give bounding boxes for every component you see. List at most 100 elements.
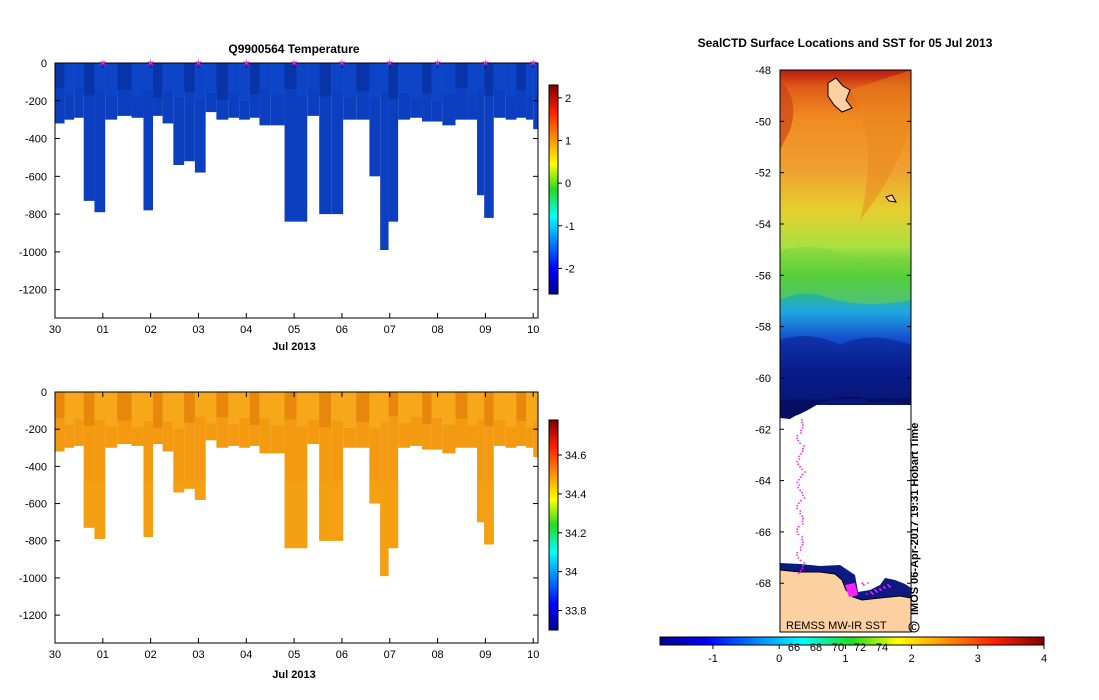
seal-track-point bbox=[799, 465, 802, 468]
seal-track-point bbox=[801, 515, 803, 518]
seal-track-points bbox=[796, 419, 891, 595]
y-tick-label: -52 bbox=[755, 168, 771, 180]
y-tick-label: -800 bbox=[25, 209, 47, 221]
section-upper-layer bbox=[194, 392, 206, 417]
section-upper-layer bbox=[55, 392, 65, 419]
y-tick-label: -68 bbox=[755, 578, 771, 590]
section-upper-layer bbox=[388, 392, 399, 417]
colorbar-tick-label: 2 bbox=[565, 93, 571, 105]
section-upper-layer bbox=[105, 392, 118, 427]
seal-track-point bbox=[800, 452, 802, 455]
section-column bbox=[331, 63, 344, 215]
temperature-colorbar-gradient bbox=[548, 84, 559, 295]
seal-track-point bbox=[800, 476, 802, 479]
section-column bbox=[284, 392, 297, 549]
section-upper-layer bbox=[216, 392, 229, 418]
seal-track-point bbox=[867, 582, 869, 584]
seal-track-point bbox=[801, 426, 804, 429]
salinity-axes-frame bbox=[54, 391, 539, 644]
seal-track-point bbox=[798, 484, 800, 486]
colorbar-tick-label: -2 bbox=[565, 263, 575, 275]
section-column bbox=[410, 392, 423, 446]
seal-track-point bbox=[801, 473, 804, 476]
section-column bbox=[194, 63, 206, 173]
seal-track-point bbox=[889, 586, 891, 588]
y-tick-label: -1000 bbox=[19, 247, 47, 259]
section-column bbox=[173, 392, 185, 493]
section-deep-layer bbox=[331, 481, 344, 541]
section-deep-layer bbox=[380, 481, 389, 577]
section-column bbox=[143, 392, 154, 538]
y-tick-label: -60 bbox=[755, 373, 771, 385]
section-upper-layer bbox=[307, 63, 320, 90]
seal-track-point bbox=[799, 546, 802, 549]
section-column bbox=[331, 392, 344, 541]
x-tick-label: 08 bbox=[431, 649, 443, 661]
colorbar-tick-label: 34.6 bbox=[565, 450, 586, 462]
section-upper-layer bbox=[398, 63, 411, 93]
section-upper-layer bbox=[117, 392, 132, 421]
y-tick-label: -600 bbox=[25, 499, 47, 511]
section-upper-layer bbox=[455, 63, 468, 88]
x-tick-label: 04 bbox=[240, 649, 252, 661]
y-tick-label: -200 bbox=[25, 96, 47, 108]
seal-track-point bbox=[801, 567, 804, 570]
seal-track-point bbox=[801, 450, 804, 453]
seal-track-point bbox=[796, 437, 798, 440]
seal-track-point bbox=[801, 491, 803, 494]
section-upper-layer bbox=[94, 63, 106, 90]
section-deep-layer bbox=[296, 481, 308, 549]
sst-colorbar: -1 0 1 2 3 4 bbox=[659, 636, 1047, 665]
section-upper-layer bbox=[249, 392, 260, 425]
seal-track-point bbox=[796, 460, 798, 463]
x-tick-label: 03 bbox=[192, 324, 204, 336]
section-upper-layer bbox=[356, 392, 370, 422]
section-upper-layer bbox=[296, 63, 308, 96]
seal-track-point bbox=[803, 562, 806, 564]
section-upper-layer bbox=[259, 392, 271, 419]
section-upper-layer bbox=[162, 63, 174, 92]
seal-track-point bbox=[803, 497, 806, 499]
surface-marker: ✶ bbox=[529, 58, 538, 70]
colorbar-tick-label: 1 bbox=[565, 135, 571, 147]
section-upper-layer bbox=[83, 63, 95, 96]
island-heard bbox=[885, 194, 897, 203]
section-upper-layer bbox=[467, 63, 478, 95]
x-tick-label: 09 bbox=[479, 649, 491, 661]
section-column bbox=[74, 63, 84, 118]
seal-track-point bbox=[796, 434, 799, 437]
seal-track-point bbox=[802, 541, 804, 544]
section-upper-layer bbox=[343, 63, 357, 98]
section-upper-layer bbox=[442, 392, 456, 425]
section-column bbox=[533, 63, 538, 130]
sst-map-frame bbox=[779, 69, 912, 633]
section-column bbox=[369, 392, 381, 504]
section-column bbox=[184, 63, 195, 162]
seal-track-point bbox=[799, 569, 802, 572]
x-tick-label: 09 bbox=[479, 324, 491, 336]
seal-track-point bbox=[802, 564, 804, 567]
section-column bbox=[319, 392, 332, 541]
seal-track-point bbox=[799, 549, 802, 551]
surface-marker: ✶ bbox=[194, 58, 203, 70]
section-upper-layer bbox=[369, 392, 381, 429]
x-tick-label: 01 bbox=[97, 324, 109, 336]
colorbar-tick-label: 33.8 bbox=[565, 606, 586, 618]
surface-marker: ✶ bbox=[146, 58, 155, 70]
y-tick-label: -54 bbox=[755, 219, 771, 231]
section-deep-layer bbox=[143, 481, 154, 538]
colorbar-tick-label: 34.4 bbox=[565, 489, 586, 501]
section-upper-layer bbox=[184, 392, 195, 423]
section-column bbox=[296, 392, 308, 549]
sst-map-panel: SealCTD Surface Locations and SST for 05… bbox=[659, 36, 1047, 665]
x-tick-label: 04 bbox=[240, 324, 252, 336]
island-kerguelen bbox=[827, 77, 853, 113]
section-column bbox=[284, 63, 297, 222]
section-upper-layer bbox=[356, 63, 370, 92]
seal-track-point bbox=[884, 587, 886, 589]
section-upper-layer bbox=[505, 392, 517, 427]
section-upper-layer bbox=[74, 63, 84, 89]
section-upper-layer bbox=[74, 392, 84, 419]
section-upper-layer bbox=[270, 63, 285, 96]
x-tick-label: 30 bbox=[49, 649, 61, 661]
